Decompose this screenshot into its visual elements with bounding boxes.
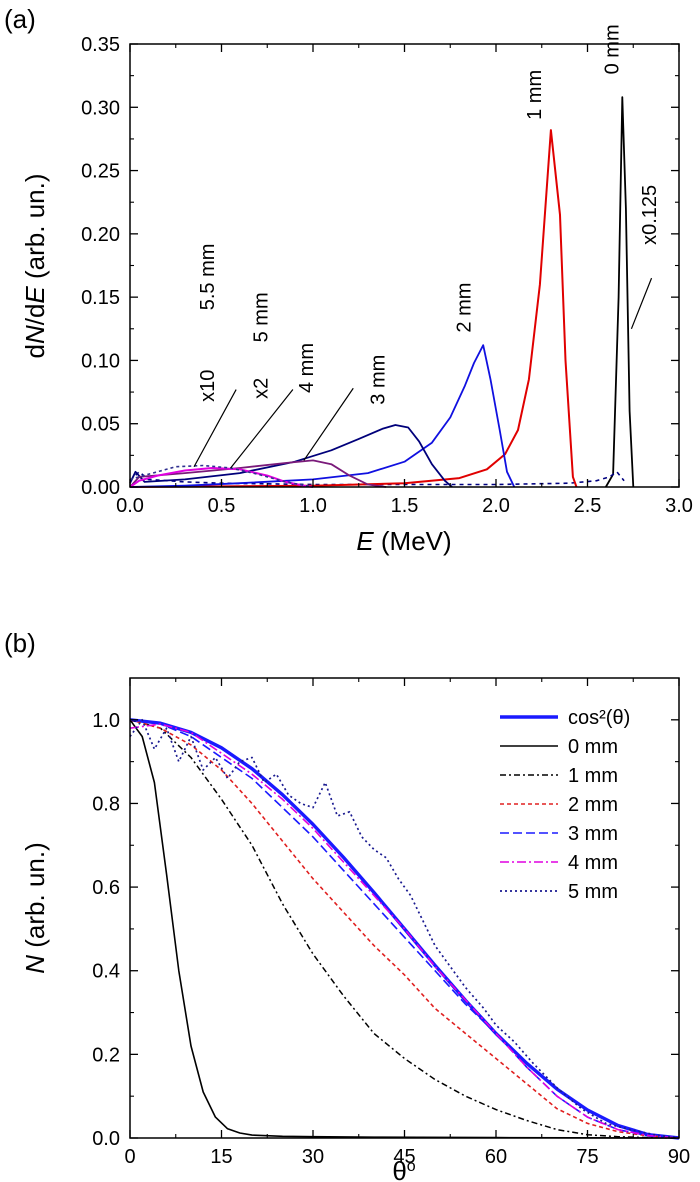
- panel-b-x-tick-label: 60: [485, 1146, 507, 1168]
- panel-b-y-tick-label: 0.4: [92, 961, 120, 983]
- panel-a-series-line-2: [129, 129, 578, 488]
- panel-a-y-tick-label: 0.20: [81, 224, 120, 246]
- panel-a-y-tick-label: 0.30: [81, 97, 120, 119]
- panel-a-annotations: 0 mm 1 mm 2 mm 3 mm 4 mm 5 mm x2 5.5 mm x10 x0.12…: [197, 24, 661, 404]
- panel-a-y-tick-label: 0.15: [81, 287, 120, 309]
- panel-a-y-axis-title: dN/dE (arb. un.): [20, 174, 50, 359]
- panel-b-series-line-5: [129, 723, 680, 1139]
- panel-a-annotation: x10: [197, 370, 219, 402]
- panel-b-series-line-6: [129, 718, 680, 1139]
- panel-a-x-tick-label: 2.0: [482, 495, 510, 517]
- panel-b-y-tick-label: 0.6: [92, 877, 120, 899]
- panel-a-x-tick-label: 3.0: [665, 495, 693, 517]
- panel-a-leader-line: [230, 389, 294, 469]
- panel-b-legend-label: 1 mm: [568, 765, 618, 787]
- panel-b-x-tick-label: 45: [393, 1146, 415, 1168]
- panel-b-y-tick-label: 0.2: [92, 1044, 120, 1066]
- panel-b-legend-label: 2 mm: [568, 794, 618, 816]
- panel-a-x-tick-label: 1.0: [299, 495, 327, 517]
- panel-a-y-tick-label: 0.25: [81, 161, 120, 183]
- panel-b-legend: cos²(θ) 0 mm 1 mm 2 mm 3 mm 4 mm 5 mm: [500, 707, 630, 903]
- panel-b-legend-label: 0 mm: [568, 736, 618, 758]
- panel-a-x-tick-label: 0.5: [208, 495, 236, 517]
- panel-a-series-line-4: [129, 424, 453, 488]
- panel-a-series-line-1: [129, 470, 625, 486]
- panel-a-label: (a): [4, 4, 36, 34]
- panel-a-x-tick-label: 0.0: [116, 495, 144, 517]
- panel-a-annotation: x0.125: [639, 185, 661, 245]
- panel-a-annotation: x2: [250, 378, 272, 399]
- panel-a-x-tick-label: 2.5: [574, 495, 602, 517]
- panel-a-y-tick-label: 0.05: [81, 414, 120, 436]
- panel-a-annotation: 3 mm: [367, 355, 389, 405]
- panel-a-y-tick-label: 0.35: [81, 34, 120, 56]
- panel-b-x-tick-label: 90: [668, 1146, 690, 1168]
- panel-a-annotation: 4 mm: [296, 343, 318, 393]
- panel-b-legend-label: 3 mm: [568, 823, 618, 845]
- panel-a-annotation: 1 mm: [524, 70, 546, 120]
- panel-b: (b) 0 15 30 45 60 75 90 0.0 0.2 0.4 0.6 0.8 1.0 cos²…: [4, 628, 690, 1182]
- panel-b-ticks: 0 15 30 45 60 75 90 0.0 0.2 0.4 0.6 0.8 1.0: [92, 678, 690, 1168]
- panel-b-y-axis-title: N (arb. un.): [20, 842, 50, 974]
- panel-a-y-tick-label: 0.00: [81, 477, 120, 499]
- panel-a-leader-line: [193, 389, 237, 468]
- panel-b-x-tick-label: 15: [210, 1146, 232, 1168]
- panel-a-leader-lines: [193, 277, 653, 469]
- panel-b-x-axis-title: θo: [392, 1156, 415, 1182]
- panel-a-leader-line: [630, 277, 653, 330]
- panel-b-y-tick-label: 1.0: [92, 710, 120, 732]
- panel-a-y-tick-label: 0.10: [81, 350, 120, 372]
- panel-b-legend-label: 5 mm: [568, 881, 618, 903]
- panel-b-series-line-1: [129, 719, 680, 1139]
- panel-b-label: (b): [4, 628, 36, 658]
- panel-b-legend-label: 4 mm: [568, 852, 618, 874]
- panel-b-y-tick-label: 0.0: [92, 1128, 120, 1150]
- panel-b-legend-label: cos²(θ): [568, 707, 630, 729]
- panel-b-y-tick-label: 0.8: [92, 793, 120, 815]
- panel-a-series-group: [129, 96, 635, 488]
- panel-a-annotation: 5.5 mm: [197, 244, 219, 311]
- panel-a-ticks: 0.0 0.5 1.0 1.5 2.0 2.5 3.0 0.00 0.05 0.10 0.15 0.2…: [81, 34, 693, 517]
- panel-a-annotation: 5 mm: [250, 292, 272, 342]
- panel-a-annotation: 0 mm: [602, 24, 624, 74]
- panel-b-series-line-3: [129, 719, 680, 1139]
- panel-a-series-line-3: [129, 344, 516, 488]
- panel-a: (a) 0 mm 1 mm 2 mm 3 mm 4 mm 5 mm x2 5.5 mm x10 x…: [4, 4, 693, 556]
- panel-a-series-line-0: [605, 96, 635, 488]
- panel-a-leader-line: [303, 387, 354, 461]
- panel-a-x-tick-label: 1.5: [391, 495, 419, 517]
- panel-b-x-tick-label: 0: [124, 1146, 135, 1168]
- panel-b-x-tick-label: 30: [302, 1146, 324, 1168]
- panel-b-x-tick-label: 75: [576, 1146, 598, 1168]
- panel-a-annotation: 2 mm: [453, 283, 475, 333]
- panel-a-x-axis-title: E (MeV): [356, 526, 451, 556]
